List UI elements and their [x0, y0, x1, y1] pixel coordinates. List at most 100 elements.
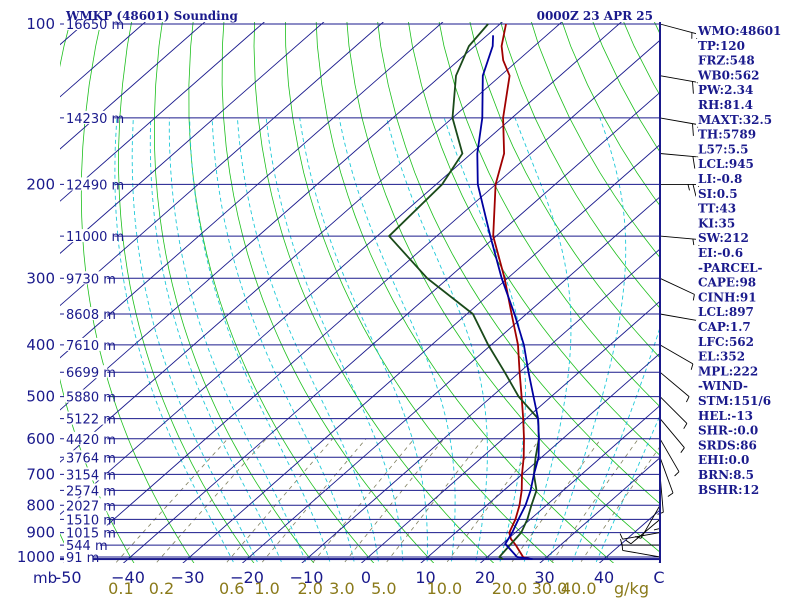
temperature-label: 40	[594, 568, 614, 587]
wind-barb-staff	[659, 23, 697, 35]
index-bg	[696, 379, 746, 394]
pressure-label: 800	[26, 496, 55, 514]
index-bg	[696, 408, 754, 423]
wind-barb	[619, 532, 661, 540]
index-value: RH:81.4	[698, 98, 753, 112]
wind-barb-staff	[659, 277, 695, 295]
index-bg	[696, 423, 761, 438]
height-label: 9730 m	[66, 272, 116, 287]
isotherm	[60, 22, 444, 359]
index-bg	[696, 231, 746, 246]
isotherm	[122, 92, 659, 563]
wind-barb-staff	[659, 235, 698, 240]
index-value: -WIND-	[698, 379, 748, 393]
wind-barb-feather	[692, 81, 694, 94]
wind-barb-staff	[659, 313, 698, 322]
pressure-unit-label: mb	[33, 569, 57, 587]
pressure-label: 300	[26, 269, 55, 287]
wind-barb-half-feather	[692, 294, 695, 301]
wind-barb	[621, 544, 661, 558]
index-value: MAXT:32.5	[698, 113, 772, 127]
wind-barb	[660, 183, 702, 197]
temperature-label: -50	[55, 568, 81, 587]
mixing-ratio-label: 2.0	[297, 579, 322, 598]
mixing-ratio-label: 10.0	[427, 579, 463, 598]
mixing-ratio-label: 30.0	[532, 579, 568, 598]
index-value: STM:151/6	[698, 394, 771, 408]
mixing-ratio-line	[115, 438, 228, 563]
mixing-ratio-line	[260, 438, 367, 563]
temperature-line	[492, 23, 530, 560]
height-label-bg	[64, 229, 115, 243]
chart-timestamp: 0000Z 23 APR 25	[537, 9, 653, 23]
mixing-ratio-label: 0.1	[108, 579, 133, 598]
height-labels: 16650 m 14230 m 12490 m 11000 m 9730 m 8608 m…	[64, 17, 124, 566]
height-label: 3154 m	[66, 468, 116, 483]
wind-barb-staff	[659, 457, 674, 494]
dewpoint-line	[387, 23, 540, 560]
index-bg	[696, 364, 754, 379]
mixing-ratio-line	[385, 438, 484, 563]
wind-barb-staff	[622, 549, 661, 558]
height-label-bg	[64, 498, 108, 512]
mixing-ratio-line	[343, 438, 445, 563]
isotherm	[60, 22, 563, 463]
wind-barb-half-feather	[680, 447, 685, 453]
surface-line	[60, 558, 659, 561]
pressure-label: 900	[26, 524, 55, 542]
height-label: 2027 m	[66, 499, 116, 514]
wind-barb	[659, 344, 694, 370]
height-label-bg	[64, 177, 115, 191]
wind-barb	[659, 235, 701, 252]
height-label-bg	[64, 550, 93, 563]
height-label: 16650 m	[66, 18, 124, 33]
index-value: FRZ:548	[698, 54, 755, 68]
isotherm	[539, 458, 659, 563]
height-label: 14230 m	[66, 112, 124, 127]
height-label-bg	[64, 467, 108, 481]
index-bg	[696, 275, 754, 290]
height-label-bg	[64, 525, 108, 539]
index-panel: WMO:48601TP:120FRZ:548WB0:562PW:2.34RH:8…	[696, 24, 781, 497]
wind-barb	[659, 153, 701, 170]
wind-barb-half-feather	[685, 396, 690, 403]
index-bg	[696, 334, 754, 349]
index-value: TT:43	[698, 202, 736, 216]
height-label: 11000 m	[66, 230, 124, 245]
index-bg	[696, 53, 754, 68]
mixing-ratio-label: 0.2	[149, 579, 174, 598]
height-label-bg	[64, 411, 108, 425]
pressure-label: 100	[26, 15, 55, 33]
wind-barb	[625, 519, 661, 545]
mixing-ratio-label: 3.0	[329, 579, 354, 598]
height-label-bg	[64, 17, 115, 30]
wind-barb-staff	[659, 438, 680, 472]
index-value: MPL:222	[698, 364, 758, 378]
wind-barb-feather	[692, 123, 694, 136]
wind-barb	[659, 418, 685, 453]
wind-barb-staff	[659, 75, 698, 83]
temperature-label: 20	[475, 568, 495, 587]
index-value: WB0:562	[697, 68, 759, 82]
isotherm	[301, 249, 659, 563]
height-label: 2574 m	[66, 484, 116, 499]
wind-barb	[620, 538, 660, 546]
index-bg	[696, 157, 754, 172]
index-bg	[696, 24, 769, 38]
index-bg	[696, 246, 754, 260]
index-value: PW:2.34	[698, 83, 753, 97]
index-value: CAP:1.7	[698, 320, 751, 334]
chart-title: WMKP (48601) Sounding	[65, 9, 238, 23]
index-bg	[696, 349, 746, 364]
index-value: SW:212	[698, 231, 749, 245]
pressure-labels: 100 200 300 400 500 600 700 800 900 1000	[17, 15, 55, 566]
mixing-ratio-line	[155, 438, 267, 563]
pressure-label: 400	[26, 336, 55, 354]
isotherm	[241, 197, 659, 563]
wind-barb-half-feather	[683, 423, 688, 429]
index-bg	[696, 98, 754, 112]
dry-adiabat	[0, 0, 16, 568]
wind-barb	[659, 23, 698, 47]
